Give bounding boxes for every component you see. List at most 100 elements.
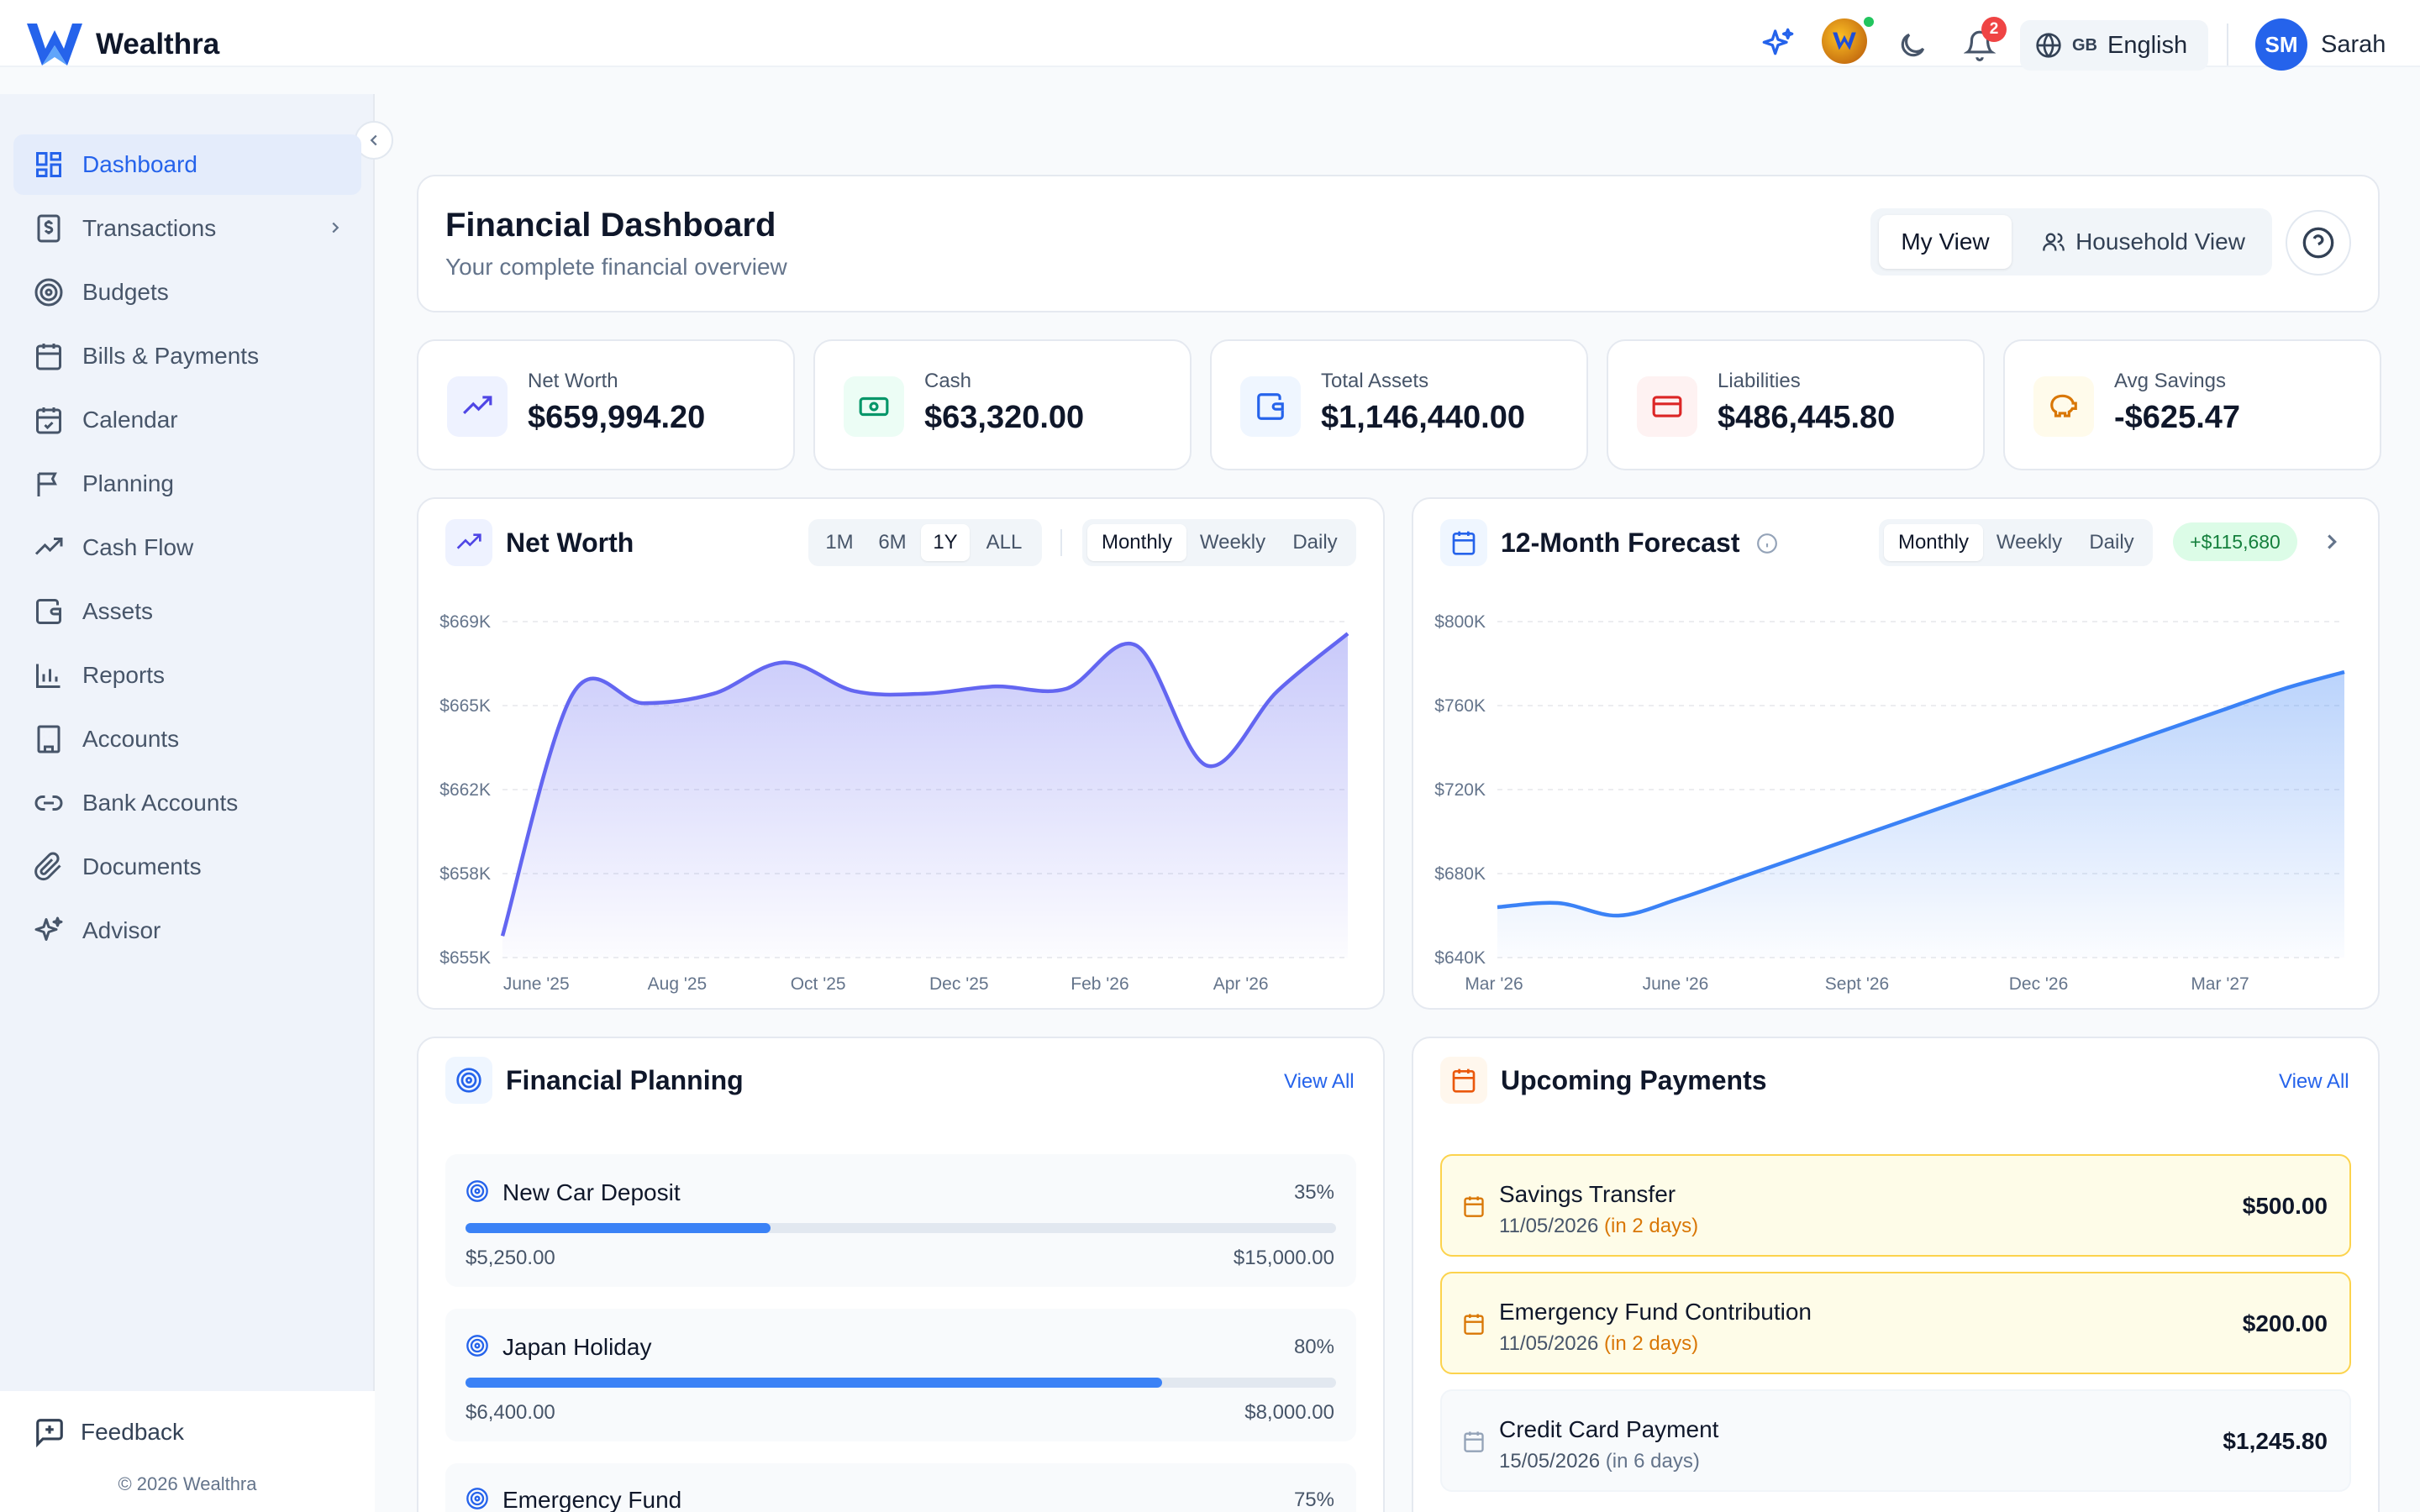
workspace-avatar[interactable] (1822, 18, 1867, 64)
data-point[interactable] (1495, 905, 1500, 910)
notifications-button[interactable] (1961, 27, 1998, 64)
range-all[interactable]: ALL (986, 531, 1023, 554)
planning-view-all-link[interactable]: View All (1284, 1070, 1355, 1093)
data-point[interactable] (2100, 749, 2105, 754)
dashboard-icon (36, 152, 61, 177)
payment-item[interactable]: Savings Transfer 11/05/2026 (in 2 days) … (1440, 1154, 2351, 1257)
range-6m[interactable]: 6M (878, 531, 907, 554)
data-point[interactable] (923, 691, 928, 696)
data-point[interactable] (1676, 896, 1681, 901)
my-view-button[interactable]: My View (1879, 215, 2012, 269)
payment-item[interactable]: Emergency Fund Contribution 11/05/2026 (… (1440, 1272, 2351, 1374)
data-point[interactable] (2221, 707, 2226, 712)
stat-card-net-worth[interactable]: Net Worth $659,994.20 (417, 339, 795, 470)
goal-card[interactable]: Japan Holiday 80% $6,400.00 $8,000.00 (445, 1309, 1356, 1441)
ai-sparkle-button[interactable] (1760, 25, 1797, 62)
sidebar-item-assets[interactable]: Assets (13, 581, 361, 642)
data-point[interactable] (2039, 770, 2044, 775)
interval-monthly[interactable]: Monthly (1087, 524, 1186, 561)
data-point[interactable] (781, 660, 786, 665)
sidebar-item-budgets[interactable]: Budgets (13, 262, 361, 323)
payment-item[interactable]: Credit Card Payment 15/05/2026 (in 6 day… (1440, 1389, 2351, 1492)
data-point[interactable] (993, 684, 998, 689)
interval-monthly[interactable]: Monthly (1884, 524, 1983, 561)
data-point[interactable] (2160, 728, 2165, 733)
interval-selector: Monthly Weekly Daily (1082, 519, 1356, 566)
stat-card-total-assets[interactable]: Total Assets $1,146,440.00 (1210, 339, 1588, 470)
sidebar-item-label: Assets (82, 598, 154, 624)
user-menu[interactable]: SM Sarah (2255, 18, 2386, 71)
data-point[interactable] (2281, 686, 2286, 691)
series-line[interactable] (1497, 669, 2345, 918)
feedback-button[interactable]: Feedback (34, 1416, 184, 1448)
range-1m[interactable]: 1M (825, 531, 854, 554)
payment-amount: $200.00 (2242, 1310, 2328, 1336)
language-selector[interactable]: GB English (2020, 20, 2208, 71)
range-1y[interactable]: 1Y (921, 524, 970, 561)
page-subtitle: Your complete financial overview (445, 254, 787, 280)
data-point[interactable] (500, 933, 505, 938)
household-view-button[interactable]: Household View (2022, 215, 2265, 269)
goal-current: $6,400.00 (466, 1401, 555, 1424)
sidebar-item-reports[interactable]: Reports (13, 645, 361, 706)
stat-card-liabilities[interactable]: Liabilities $486,445.80 (1607, 339, 1985, 470)
interval-daily[interactable]: Daily (2089, 531, 2134, 554)
data-point[interactable] (1737, 875, 1742, 880)
page-title: Financial Dashboard (445, 207, 776, 244)
series-line[interactable] (500, 632, 1349, 937)
stat-label: Total Assets (1321, 370, 1429, 392)
payment-name: Emergency Fund Contribution (1499, 1299, 1812, 1325)
data-point[interactable] (1204, 763, 1209, 768)
sidebar-item-bank-accounts[interactable]: Bank Accounts (13, 773, 361, 833)
info-icon[interactable] (1756, 533, 1778, 554)
interval-weekly[interactable]: Weekly (1199, 531, 1266, 554)
stat-card-cash[interactable]: Cash $63,320.00 (813, 339, 1192, 470)
sidebar-item-advisor[interactable]: Advisor (13, 900, 361, 961)
data-point[interactable] (1134, 643, 1139, 648)
x-tick-label: Sept '26 (1825, 974, 1889, 994)
chevron-right-icon[interactable] (2319, 529, 2344, 554)
sidebar-item-calendar[interactable]: Calendar (13, 390, 361, 450)
calendar-icon (1452, 531, 1476, 555)
goal-card[interactable]: New Car Deposit 35% $5,250.00 $15,000.00 (445, 1154, 1356, 1287)
sidebar-item-bills-payments[interactable]: Bills & Payments (13, 326, 361, 386)
data-point[interactable] (1064, 686, 1069, 691)
data-point[interactable] (2342, 669, 2347, 675)
data-point[interactable] (712, 691, 717, 696)
data-point[interactable] (1555, 900, 1560, 906)
sidebar-item-planning[interactable]: Planning (13, 454, 361, 514)
sidebar-item-documents[interactable]: Documents (13, 837, 361, 897)
sidebar-item-accounts[interactable]: Accounts (13, 709, 361, 769)
data-point[interactable] (1275, 689, 1280, 694)
data-point[interactable] (1858, 833, 1863, 838)
collapse-sidebar-button[interactable] (355, 121, 393, 160)
data-point[interactable] (1979, 791, 1984, 796)
goal-card[interactable]: Emergency Fund 75% (445, 1463, 1356, 1512)
forecast-interval-selector: Monthly Weekly Daily (1879, 519, 2153, 566)
interval-weekly[interactable]: Weekly (1996, 531, 2063, 554)
data-point[interactable] (852, 689, 857, 694)
data-point[interactable] (1797, 854, 1802, 859)
data-point[interactable] (1616, 913, 1621, 918)
logo[interactable]: Wealthra (25, 18, 219, 71)
sidebar-item-dashboard[interactable]: Dashboard (13, 134, 361, 195)
trend-up-icon (34, 538, 63, 555)
stat-value: $1,146,440.00 (1321, 400, 1526, 435)
payment-date-line: 11/05/2026 (in 2 days) (1499, 1332, 1698, 1356)
target-icon (456, 1068, 481, 1093)
data-point[interactable] (1345, 631, 1350, 636)
data-point[interactable] (571, 691, 576, 696)
globe-icon (2036, 33, 2061, 58)
payments-view-all-link[interactable]: View All (2279, 1070, 2349, 1093)
y-tick-label: $655K (439, 948, 491, 968)
data-point[interactable] (641, 701, 646, 706)
stat-card-avg-savings[interactable]: Avg Savings -$625.47 (2003, 339, 2381, 470)
theme-toggle-button[interactable] (1894, 27, 1931, 64)
sidebar-item-transactions[interactable]: Transactions (13, 198, 361, 259)
help-button[interactable] (2286, 210, 2351, 276)
goal-target: $8,000.00 (1244, 1401, 1334, 1424)
interval-daily[interactable]: Daily (1292, 531, 1338, 554)
data-point[interactable] (1918, 812, 1923, 817)
stat-icon-box (844, 376, 904, 437)
sidebar-item-cash-flow[interactable]: Cash Flow (13, 517, 361, 578)
